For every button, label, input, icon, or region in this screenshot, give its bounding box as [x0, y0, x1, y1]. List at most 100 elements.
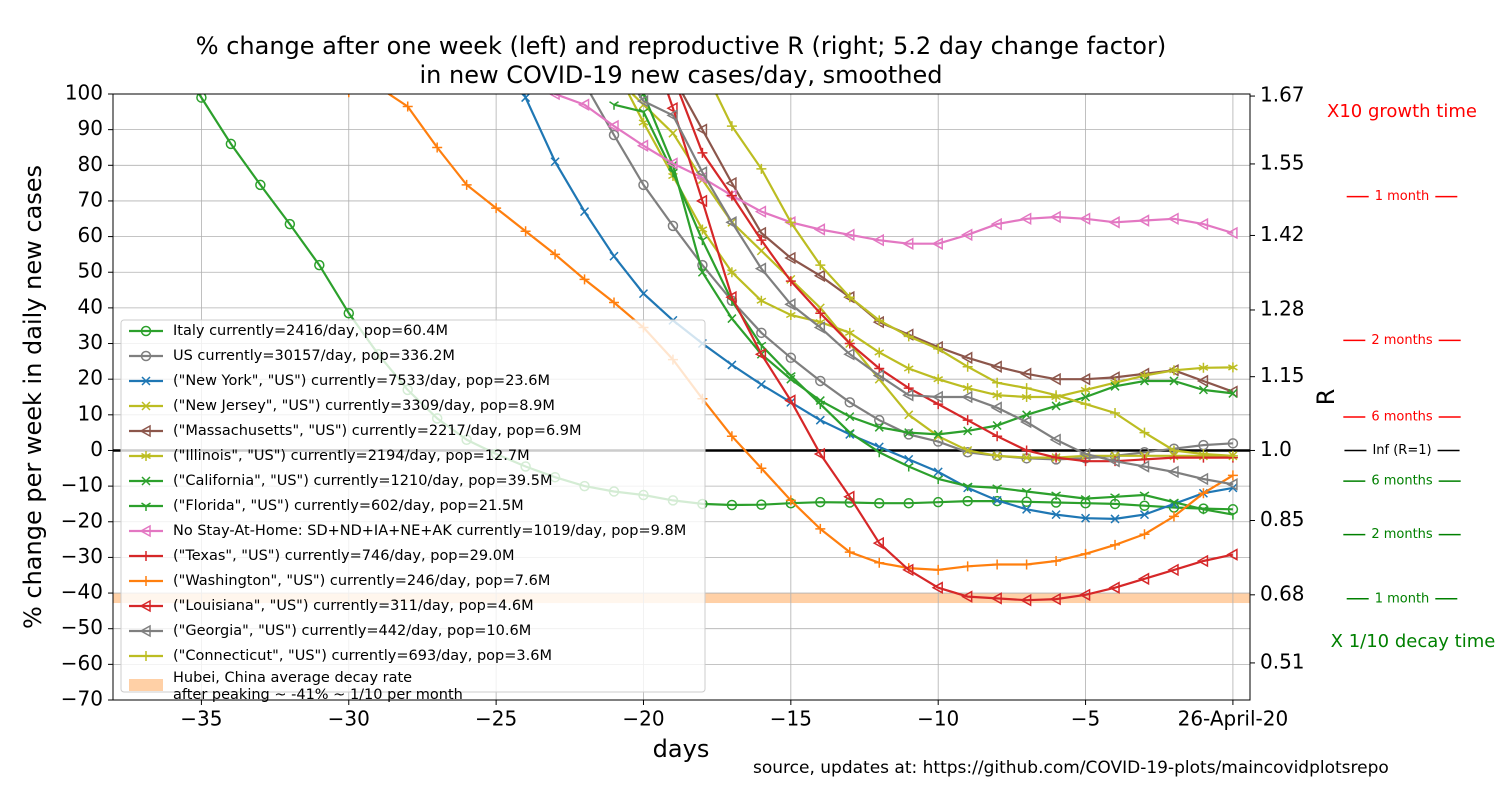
marker: [962, 415, 973, 426]
marker: [284, 218, 296, 230]
legend-label: ("Texas", "US") currently=746/day, pop=2…: [173, 548, 514, 564]
y-tick-label: −10: [61, 473, 103, 497]
marker: [1079, 588, 1091, 602]
marker: [1049, 372, 1061, 386]
r-marker-label: 1 month: [1375, 591, 1430, 606]
marker: [1196, 374, 1209, 388]
marker: [933, 564, 944, 575]
marker: [225, 138, 237, 150]
marker: [933, 343, 944, 354]
marker: [903, 497, 914, 509]
marker: [1139, 376, 1150, 386]
marker: [990, 401, 1002, 414]
marker: [1051, 510, 1061, 520]
marker: [1049, 433, 1061, 447]
marker: [933, 399, 944, 410]
plot-frame: [112, 93, 1251, 701]
y2-axis-label: R: [1312, 389, 1340, 406]
marker: [874, 414, 885, 426]
marker: [933, 429, 943, 439]
marker: [1021, 392, 1032, 402]
marker: [904, 410, 914, 420]
x-tick-label: −5: [1071, 707, 1100, 731]
marker: [1021, 383, 1032, 394]
y2-tick-label: 0.85: [1260, 507, 1305, 531]
legend-box: [120, 319, 706, 693]
marker: [1167, 465, 1179, 479]
marker: [903, 331, 914, 342]
legend-marker: [141, 551, 151, 561]
marker: [1051, 390, 1062, 401]
marker: [1110, 493, 1120, 502]
marker: [1226, 548, 1238, 561]
marker: [904, 454, 914, 464]
r-marker-label: 2 months: [1371, 527, 1433, 542]
marker: [815, 496, 826, 508]
marker: [1228, 388, 1238, 398]
legend-marker: [141, 576, 151, 586]
legend-label: ("Florida", "US") currently=602/day, pop…: [173, 498, 524, 514]
r-marker-label: 6 months: [1371, 474, 1433, 489]
x-axis-label: days: [653, 735, 710, 763]
marker: [872, 536, 885, 550]
marker: [962, 495, 973, 507]
y-tick-label: 30: [78, 330, 103, 354]
marker: [843, 490, 855, 504]
y-tick-label: 40: [78, 294, 103, 318]
marker: [931, 390, 943, 404]
marker: [1137, 214, 1150, 227]
marker: [432, 142, 443, 153]
marker: [815, 375, 826, 387]
marker: [992, 495, 1002, 505]
marker: [903, 429, 914, 440]
marker: [844, 338, 855, 349]
y2-tick-label: 1.55: [1260, 150, 1305, 174]
marker: [1020, 415, 1032, 429]
marker: [1021, 559, 1032, 570]
marker: [666, 101, 678, 115]
legend-marker: [140, 350, 152, 362]
chart-title: % change after one week (left) and repro…: [196, 32, 1166, 60]
marker: [1080, 494, 1091, 504]
legend-marker: [139, 624, 151, 638]
marker: [902, 237, 914, 250]
marker: [1051, 491, 1061, 501]
marker: [813, 447, 826, 461]
y2-tick-label: 1.15: [1260, 363, 1305, 387]
y-tick-label: 60: [78, 223, 103, 247]
marker: [992, 377, 1003, 388]
y-tick-label: 10: [78, 401, 103, 425]
marker: [550, 249, 561, 260]
marker: [1167, 212, 1179, 226]
series-line: [630, 94, 1233, 459]
legend-label: ("New York", "US") currently=7533/day, p…: [173, 373, 550, 389]
y-tick-label: −20: [61, 508, 103, 532]
marker: [990, 217, 1002, 231]
marker: [815, 415, 825, 425]
y-tick-label: −50: [61, 615, 103, 639]
marker: [756, 341, 767, 351]
marker: [1081, 392, 1091, 402]
marker: [844, 397, 856, 408]
x-tick-label: −25: [475, 707, 517, 731]
legend-label: Italy currently=2416/day, pop=60.4M: [173, 323, 448, 339]
marker: [1020, 367, 1032, 381]
marker: [1051, 452, 1062, 463]
marker: [1198, 488, 1209, 499]
marker: [874, 315, 885, 326]
marker: [992, 559, 1003, 570]
marker: [992, 431, 1003, 442]
marker: [1079, 372, 1091, 386]
marker: [754, 262, 767, 275]
marker: [903, 383, 914, 394]
marker: [343, 307, 355, 319]
marker: [784, 251, 796, 265]
marker: [1021, 445, 1032, 456]
series-line: [637, 94, 1234, 486]
marker: [348, 94, 350, 98]
marker: [727, 314, 737, 324]
marker: [815, 308, 826, 319]
marker: [520, 226, 531, 237]
marker: [638, 179, 649, 191]
marker: [1227, 450, 1238, 461]
